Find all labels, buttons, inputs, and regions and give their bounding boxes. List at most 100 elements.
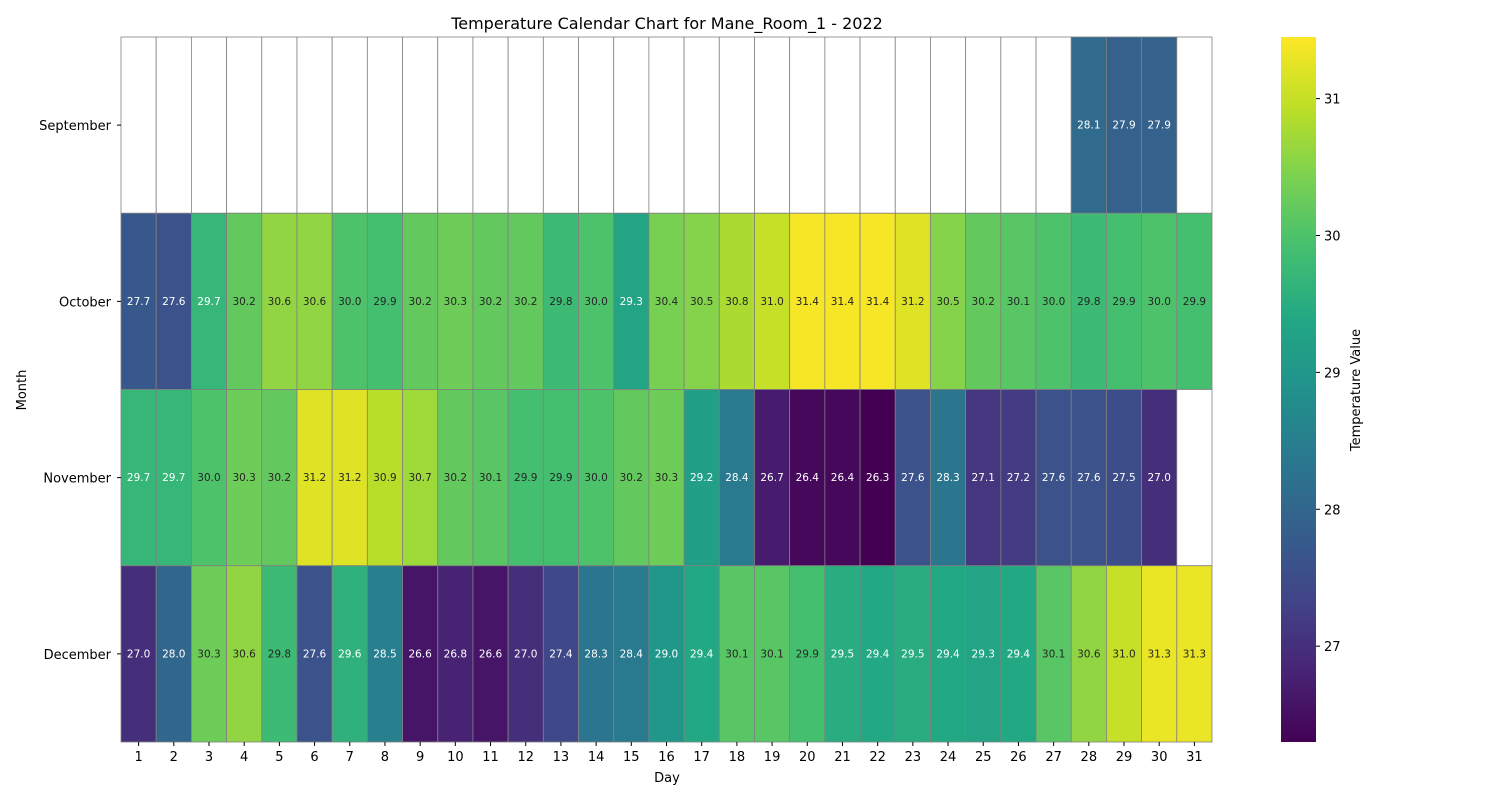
cell-value-label: 30.1: [760, 648, 783, 660]
heatmap-cell-december-12: [507, 565, 544, 743]
cell-value-label: 30.5: [690, 296, 713, 308]
cell-value-label: 27.6: [1042, 472, 1066, 484]
cell-value-label: 29.7: [127, 472, 150, 484]
cell-value-label: 30.6: [232, 648, 256, 660]
y-tick-label: September: [39, 119, 112, 134]
cell-value-label: 27.9: [1148, 120, 1171, 132]
colorbar-tick-label: 27: [1324, 640, 1341, 655]
cell-value-label: 29.9: [514, 472, 537, 484]
heatmap-cell-october-19: [754, 212, 791, 390]
x-tick-label: 26: [1010, 750, 1027, 765]
heatmap-cell-september-6: [296, 36, 333, 214]
cell-value-label: 29.3: [972, 648, 995, 660]
heatmap-cell-october-25: [965, 212, 1002, 390]
heatmap-cell-september-1: [120, 36, 157, 214]
cell-value-label: 26.6: [408, 648, 432, 660]
cell-value-label: 30.2: [444, 472, 467, 484]
cell-value-label: 29.5: [831, 648, 854, 660]
x-tick-label: 2: [170, 750, 178, 765]
cell-value-label: 26.7: [760, 472, 783, 484]
heatmap-cell-december-25: [965, 565, 1002, 743]
y-tick-label: December: [44, 648, 112, 663]
cell-value-label: 30.3: [232, 472, 255, 484]
heatmap-cell-september-11: [472, 36, 509, 214]
heatmap-cell-november-14: [578, 389, 615, 567]
heatmap-cell-november-12: [507, 389, 544, 567]
cell-value-label: 26.6: [479, 648, 503, 660]
heatmap-cell-october-18: [718, 212, 755, 390]
heatmap-cell-september-22: [859, 36, 896, 214]
cell-value-label: 30.0: [1148, 296, 1171, 308]
cell-value-label: 30.0: [584, 296, 607, 308]
y-tick-label: November: [43, 472, 111, 487]
x-tick-label: 22: [869, 750, 886, 765]
x-tick-label: 9: [416, 750, 424, 765]
heatmap-cell-september-9: [402, 36, 439, 214]
heatmap-cell-november-25: [965, 389, 1002, 567]
heatmap-cell-september-23: [894, 36, 931, 214]
cell-value-label: 30.6: [268, 296, 292, 308]
heatmap-cell-september-26: [1000, 36, 1037, 214]
heatmap-cell-december-3: [190, 565, 227, 743]
cell-value-label: 27.6: [303, 648, 327, 660]
cell-value-label: 30.1: [1007, 296, 1030, 308]
cell-value-label: 30.0: [1042, 296, 1065, 308]
heatmap-cell-september-16: [648, 36, 685, 214]
cell-value-label: 29.7: [197, 296, 220, 308]
cell-value-label: 26.8: [444, 648, 467, 660]
cell-value-label: 26.4: [831, 472, 855, 484]
heatmap-cell-september-17: [683, 36, 720, 214]
x-axis: 1 2 3 4 5 6 7 8 9 10 11 12 13 14 15 16 17 18 19 20 21 22 23 24 2…: [134, 742, 1203, 765]
x-tick-label: 19: [764, 750, 781, 765]
cell-value-label: 29.4: [866, 648, 890, 660]
heatmap-cell-november-20: [789, 389, 826, 567]
cell-value-label: 30.0: [338, 296, 361, 308]
heatmap-cell-december-5: [261, 565, 298, 743]
heatmap-cell-november-31: [1176, 389, 1213, 567]
heatmap-cell-december-19: [754, 565, 791, 743]
cell-value-label: 30.2: [479, 296, 502, 308]
cell-value-label: 30.8: [725, 296, 748, 308]
cell-value-label: 29.8: [268, 648, 291, 660]
cell-value-label: 29.0: [655, 648, 678, 660]
heatmap-cell-october-3: [190, 212, 227, 390]
x-tick-label: 21: [834, 750, 851, 765]
x-tick-label: 16: [658, 750, 675, 765]
heatmap-cell-november-27: [1035, 389, 1072, 567]
cell-value-label: 30.2: [972, 296, 995, 308]
cell-value-label: 28.3: [584, 648, 607, 660]
heatmap-cell-september-15: [613, 36, 650, 214]
cell-value-label: 30.0: [197, 472, 220, 484]
heatmap-cell-december-9: [402, 565, 439, 743]
colorbar-tick-label: 31: [1324, 93, 1341, 108]
heatmap-cell-october-14: [578, 212, 615, 390]
x-tick-label: 3: [205, 750, 213, 765]
heatmap-cell-november-17: [683, 389, 720, 567]
cell-value-label: 28.1: [1077, 120, 1100, 132]
cell-value-label: 26.3: [866, 472, 889, 484]
heatmap-cell-september-12: [507, 36, 544, 214]
cell-value-label: 28.0: [162, 648, 185, 660]
y-axis-label: Month: [15, 370, 30, 411]
heatmap-cell-december-27: [1035, 565, 1072, 743]
cell-value-label: 27.0: [1148, 472, 1171, 484]
heatmap-cell-october-9: [402, 212, 439, 390]
heatmap-cell-october-16: [648, 212, 685, 390]
cell-value-label: 27.7: [127, 296, 150, 308]
colorbar-tick-label: 28: [1324, 503, 1341, 518]
heatmap-cell-december-2: [155, 565, 192, 743]
x-tick-label: 17: [693, 750, 710, 765]
cell-value-label: 30.4: [655, 296, 679, 308]
cell-value-label: 30.1: [1042, 648, 1065, 660]
heatmap-cell-december-31: [1176, 565, 1213, 743]
cell-value-label: 26.4: [796, 472, 820, 484]
heatmap-cell-december-21: [824, 565, 861, 743]
cell-value-label: 31.3: [1148, 648, 1171, 660]
cell-value-label: 29.4: [690, 648, 714, 660]
heatmap-cell-november-1: [120, 389, 157, 567]
heatmap-cell-october-28: [1070, 212, 1107, 390]
cell-value-label: 28.4: [620, 648, 644, 660]
x-tick-label: 8: [381, 750, 389, 765]
x-tick-label: 5: [275, 750, 283, 765]
heatmap-cell-october-1: [120, 212, 157, 390]
